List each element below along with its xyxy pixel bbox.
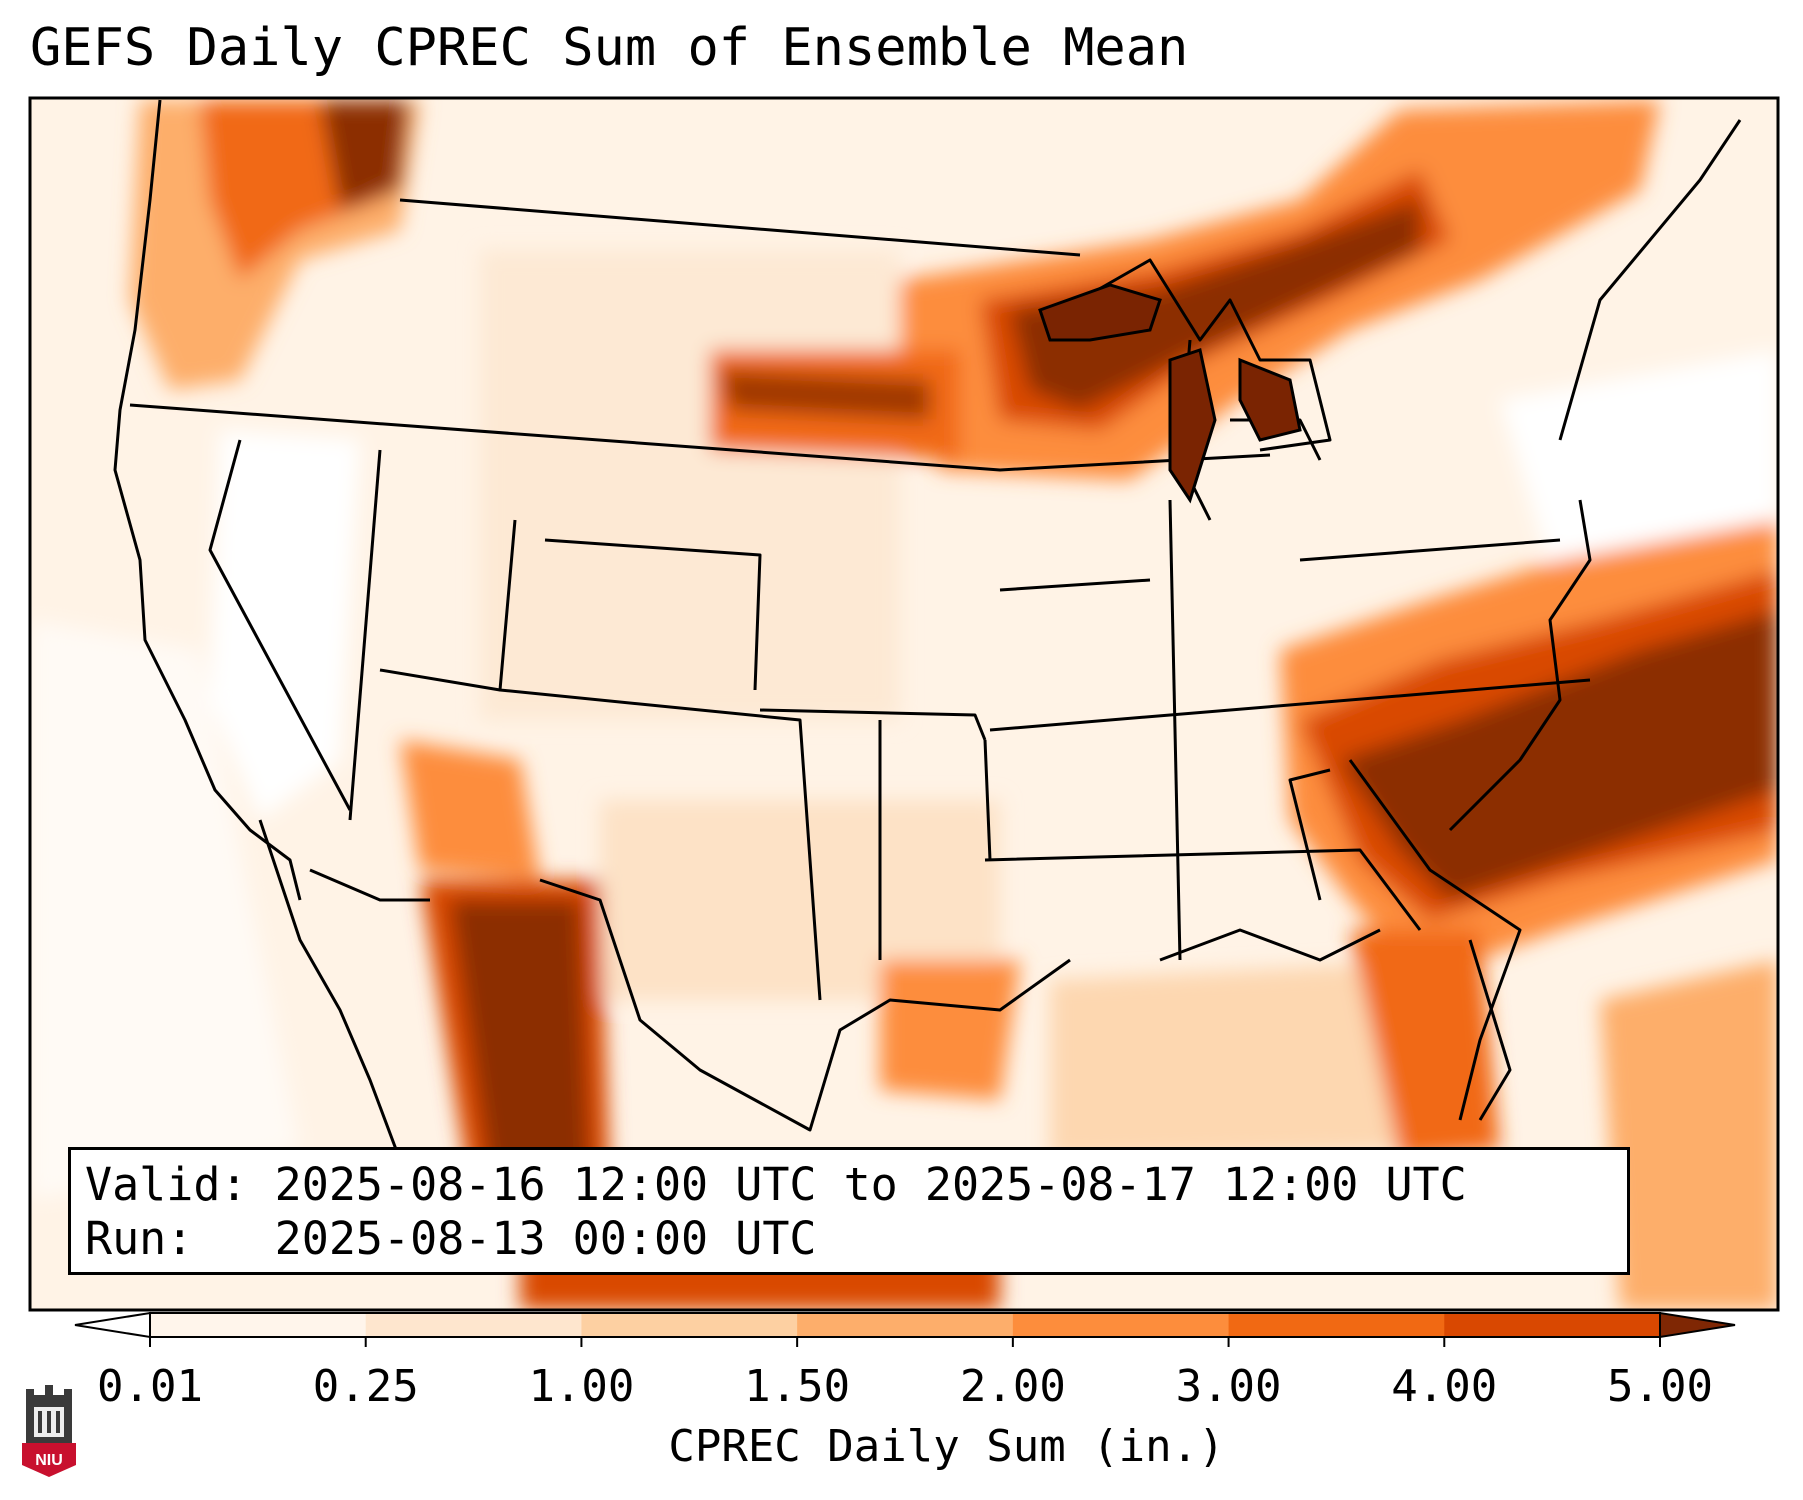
valid-value: 2025-08-16 12:00 UTC to 2025-08-17 12:00… [274, 1158, 1467, 1211]
colorbar-under-arrow [74, 1311, 151, 1339]
colorbar-segment [1228, 1313, 1445, 1337]
colorbar-tick-label: 0.01 [97, 1361, 203, 1412]
colorbar [74, 1311, 1736, 1347]
niu-logo-icon: NIU [22, 1385, 76, 1477]
colorbar-label: CPREC Daily Sum (in.) [668, 1421, 1225, 1472]
colorbar-tick-label: 2.00 [959, 1361, 1066, 1412]
precip-field [30, 98, 1778, 1310]
colorbar-tick-label: 1.00 [528, 1361, 635, 1412]
colorbar-segment [365, 1313, 582, 1337]
state-borders [113, 99, 1742, 1161]
colorbar-tick-label: 0.25 [312, 1361, 419, 1412]
svg-text:NIU: NIU [35, 1452, 63, 1469]
colorbar-segment [1012, 1313, 1230, 1337]
colorbar-segment [581, 1313, 798, 1337]
valid-run-box: Valid: 2025-08-16 12:00 UTC to 2025-08-1… [68, 1147, 1630, 1275]
colorbar-segment [797, 1313, 1014, 1337]
colorbar-tick-label: 4.00 [1391, 1361, 1498, 1412]
run-value: 2025-08-13 00:00 UTC [274, 1212, 817, 1265]
map-frame [28, 96, 1780, 1312]
colorbar-over-arrow [1659, 1311, 1736, 1339]
colorbar-segment [150, 1313, 367, 1337]
colorbar-tick-label: 3.00 [1175, 1361, 1282, 1412]
map-title: GEFS Daily CPREC Sum of Ensemble Mean [30, 18, 1189, 78]
run-label: Run: [85, 1212, 194, 1265]
colorbar-tick-label: 5.00 [1607, 1361, 1713, 1412]
colorbar-tick-label: 1.50 [744, 1361, 851, 1412]
colorbar-segment [1444, 1313, 1661, 1337]
valid-label: Valid: [85, 1158, 248, 1211]
